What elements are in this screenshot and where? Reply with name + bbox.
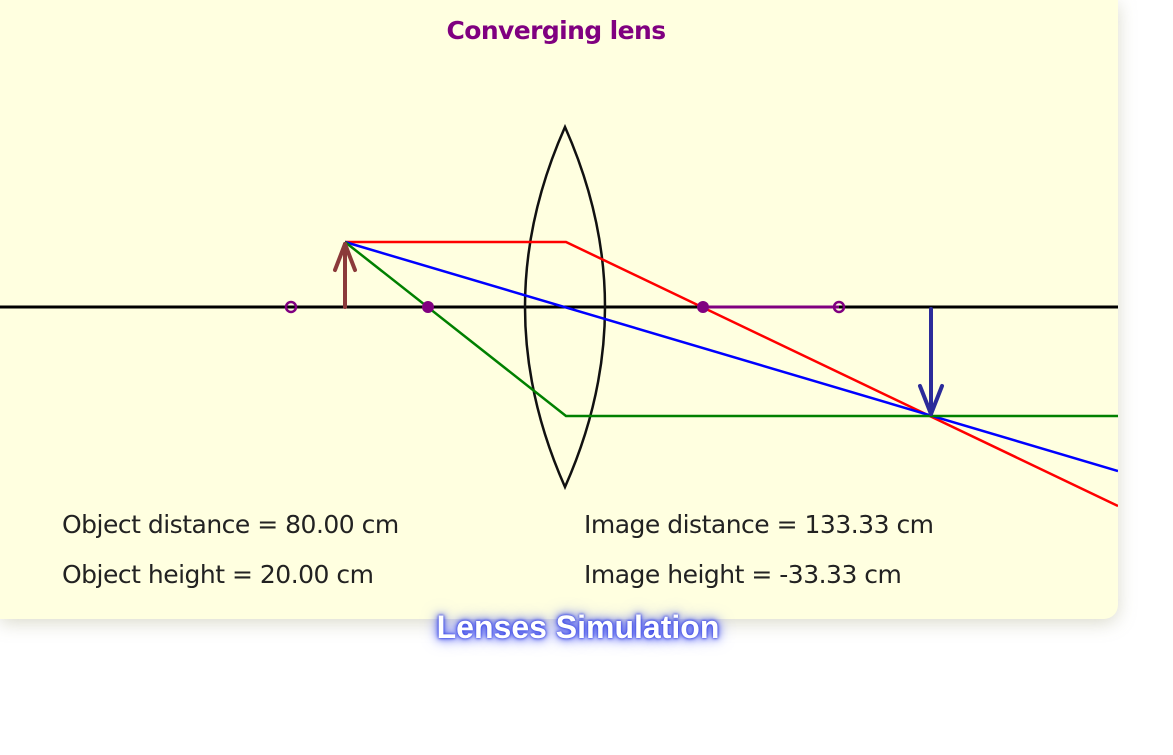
simulation-panel: Converging lens Object distance = 80.00 … [0,0,1118,619]
image-distance-readout: Image distance = 133.33 cm [584,510,934,539]
image-arrow [918,307,944,416]
simulation-caption: Lenses Simulation [436,609,720,645]
object-height-readout: Object height = 20.00 cm [62,560,374,589]
twice-focal-point-right [832,300,846,314]
parallel-ray [345,240,1118,508]
twice-focal-point-left [284,300,298,314]
central-ray [344,240,1118,473]
focal-point-left[interactable] [422,301,434,313]
focal-point-right[interactable] [697,301,709,313]
object-arrow[interactable] [333,242,357,309]
diagram-title: Converging lens [446,16,667,45]
ray-diagram [0,123,1118,508]
focal-ray [344,241,1118,418]
object-distance-readout: Object distance = 80.00 cm [62,510,399,539]
image-height-readout: Image height = -33.33 cm [584,560,902,589]
